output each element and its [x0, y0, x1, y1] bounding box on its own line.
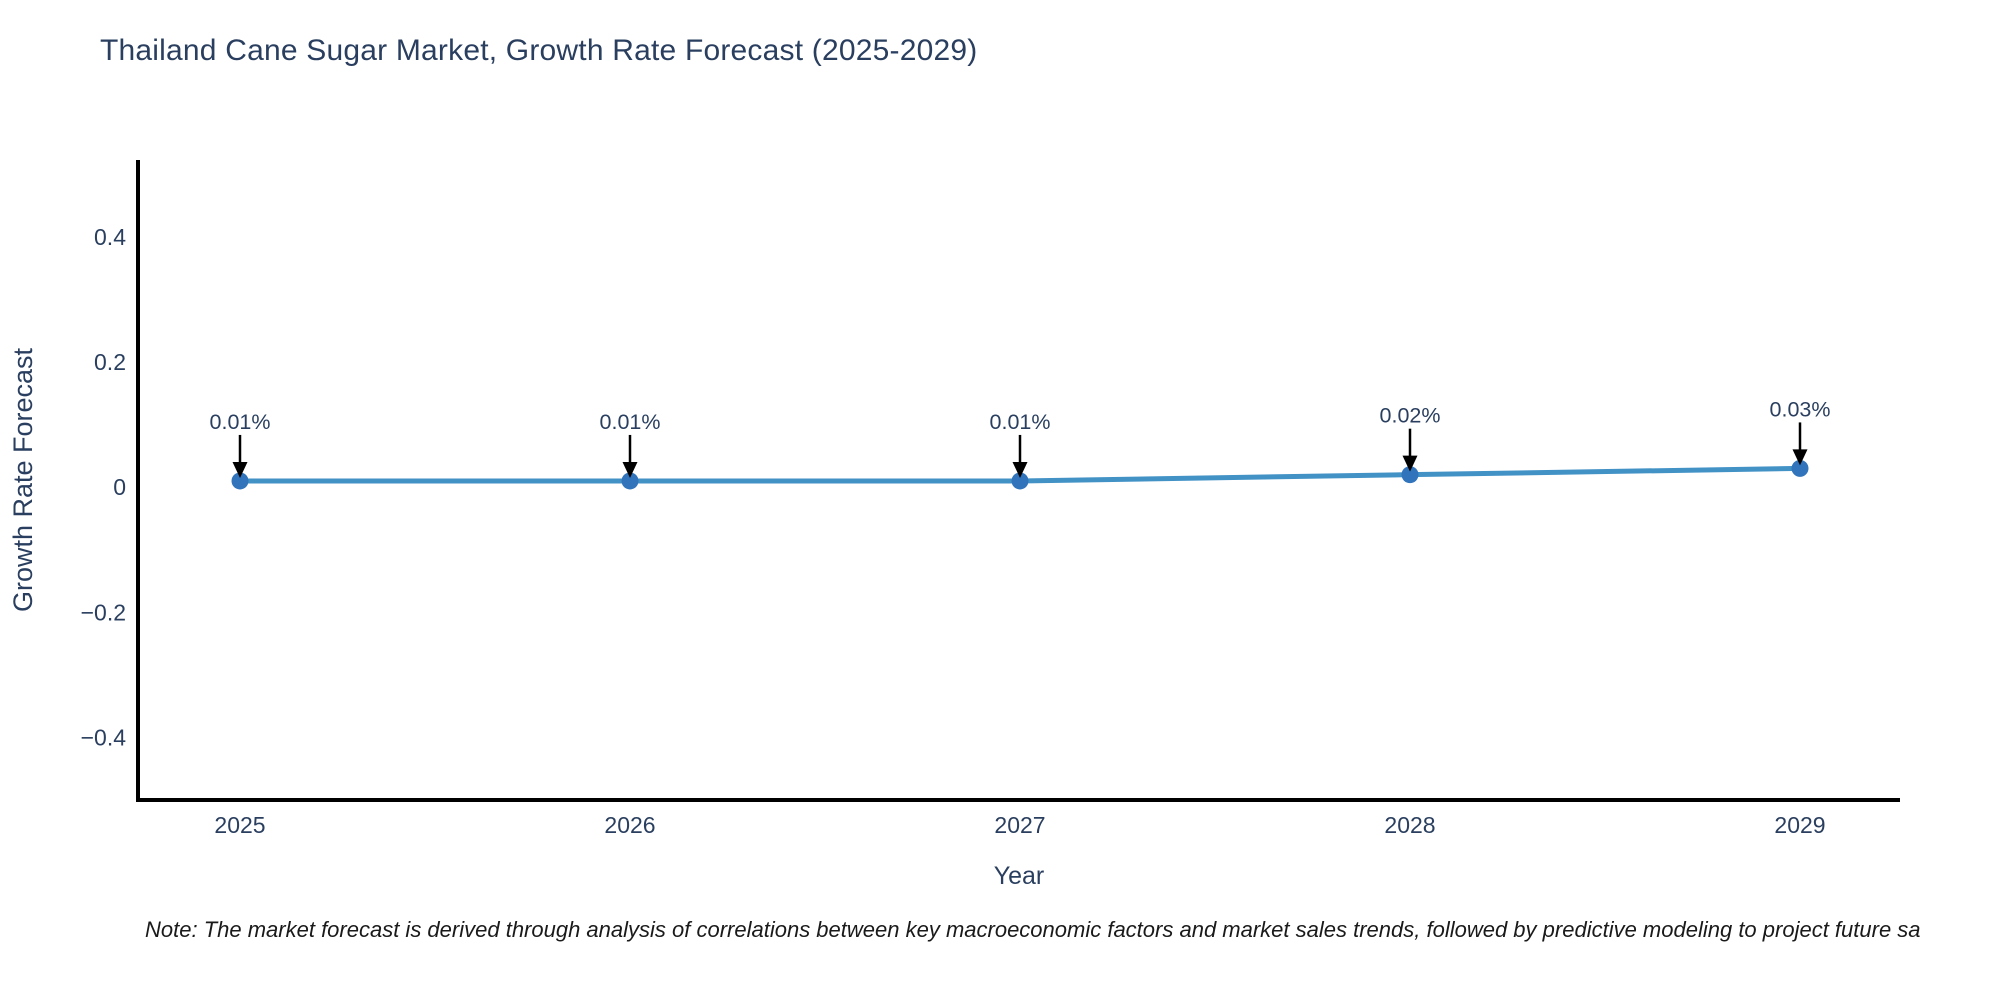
annotation-arrowhead: [622, 461, 638, 478]
x-tick-label: 2026: [604, 812, 655, 838]
y-axis-title: Growth Rate Forecast: [8, 347, 38, 612]
x-tick-label: 2027: [994, 812, 1045, 838]
annotation-label: 0.01%: [990, 410, 1051, 434]
y-tick-label: −0.4: [81, 724, 127, 750]
footnote: Note: The market forecast is derived thr…: [145, 917, 1921, 942]
x-tick-label: 2028: [1384, 812, 1435, 838]
y-tick-label: 0: [113, 474, 126, 500]
data-point[interactable]: [1011, 472, 1029, 490]
data-point[interactable]: [231, 472, 249, 490]
annotation-label: 0.01%: [600, 410, 661, 434]
y-tick-label: 0.2: [94, 349, 126, 375]
x-tick-label: 2025: [214, 812, 265, 838]
data-point[interactable]: [1401, 466, 1419, 484]
x-tick-label: 2029: [1774, 812, 1825, 838]
annotation-label: 0.03%: [1770, 397, 1831, 421]
annotation-arrowhead: [232, 461, 248, 478]
y-tick-label: 0.4: [94, 224, 126, 250]
annotation-arrowhead: [1792, 449, 1808, 466]
x-axis-title: Year: [994, 862, 1045, 890]
y-tick-label: −0.2: [81, 599, 126, 625]
annotation-arrowhead: [1012, 461, 1028, 478]
chart-title: Thailand Cane Sugar Market, Growth Rate …: [100, 34, 978, 67]
annotation-label: 0.01%: [210, 410, 271, 434]
data-point[interactable]: [621, 472, 639, 490]
data-point[interactable]: [1791, 459, 1809, 477]
annotation-arrowhead: [1402, 455, 1418, 472]
annotation-label: 0.02%: [1380, 404, 1441, 428]
